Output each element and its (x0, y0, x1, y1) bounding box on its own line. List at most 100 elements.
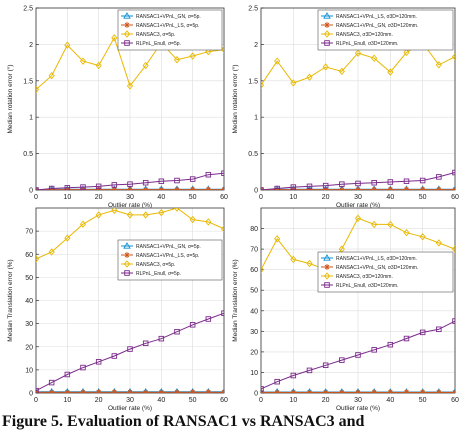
data-point (322, 182, 329, 189)
data-point (189, 389, 196, 393)
y-tick-label: 0 (29, 188, 33, 195)
y-tick-label: 60 (250, 267, 258, 274)
data-point (419, 388, 426, 393)
data-point (274, 235, 281, 243)
data-point (127, 389, 133, 393)
data-point (274, 57, 281, 65)
data-point (205, 316, 212, 322)
legend-label: RANSAC1+VPnL_LS, σ=5p. (136, 253, 199, 259)
data-point (436, 326, 442, 333)
data-point (290, 372, 297, 379)
data-point (127, 387, 133, 393)
legend-marker (123, 12, 131, 19)
data-point (80, 389, 86, 393)
x-tick-label: 20 (95, 194, 103, 201)
x-axis-label: Outlier rate (%) (336, 405, 380, 412)
data-point (205, 387, 212, 393)
data-point (205, 171, 212, 178)
legend-box (117, 9, 223, 51)
data-point (451, 245, 455, 253)
x-axis-label: Outlier rate (%) (108, 202, 152, 209)
x-tick-label: 30 (354, 194, 362, 201)
y-tick-label: 0 (254, 188, 258, 195)
data-point (79, 220, 87, 228)
data-point (436, 185, 442, 190)
data-point (419, 389, 426, 393)
series-group (36, 208, 224, 393)
data-point (189, 215, 196, 224)
legend-label: RLPnL_Enull, σ3D=120mm. (336, 283, 398, 289)
data-point (111, 353, 118, 359)
data-point (371, 186, 378, 190)
x-tick-label: 0 (259, 194, 263, 201)
data-point (95, 389, 102, 393)
data-point (221, 170, 224, 177)
series-group (261, 214, 455, 393)
legend-marker (324, 40, 330, 46)
data-point (174, 328, 180, 335)
data-point (419, 329, 426, 336)
x-tick-label: 30 (354, 397, 362, 404)
y-tick-label: 30 (25, 321, 33, 328)
y-tick-label: 20 (25, 344, 33, 351)
x-tick-label: 30 (126, 397, 134, 404)
data-point (274, 388, 281, 393)
data-point (387, 220, 394, 229)
data-point (64, 234, 71, 242)
data-point (111, 182, 118, 188)
series-line-4 (261, 172, 455, 190)
data-point (221, 310, 224, 316)
data-point (306, 388, 313, 393)
data-point (403, 178, 410, 185)
data-point (306, 259, 313, 268)
x-tick-label: 30 (126, 194, 134, 201)
data-point (36, 387, 39, 393)
legend-label: RANSAC1+VPnL_LS, σ=5p. (136, 23, 199, 29)
data-point (48, 72, 55, 80)
data-point (111, 186, 118, 190)
y-tick-label: 1 (29, 115, 33, 122)
data-point (142, 61, 149, 70)
data-point (221, 185, 224, 190)
y-tick-label: 2 (29, 42, 33, 49)
legend-label: RANSAC3, σ=5p. (136, 262, 175, 268)
data-point (80, 184, 86, 190)
data-point (387, 185, 394, 190)
x-tick-label: 40 (386, 194, 394, 201)
data-point (274, 378, 280, 385)
data-point (64, 389, 71, 393)
data-point (306, 367, 313, 374)
y-tick-label: 10 (25, 367, 33, 374)
x-tick-label: 60 (220, 397, 228, 404)
data-point (220, 225, 224, 233)
data-point (111, 34, 118, 42)
x-tick-label: 10 (63, 194, 71, 201)
y-tick-label: 40 (25, 298, 33, 305)
data-point (111, 185, 118, 190)
data-point (205, 186, 212, 190)
data-point (48, 387, 55, 393)
data-point (111, 389, 118, 393)
legend-label: RLPnL_Enull, σ=5p. (136, 271, 181, 277)
chart-panel-1: 0 10 20 30 40 50 60 0 0.5 1 1.5 2 2.5 Outlier rate (%… (6, 6, 228, 210)
data-point (371, 347, 377, 353)
data-point (452, 185, 455, 190)
data-point (371, 179, 377, 186)
data-point (387, 388, 394, 393)
data-point (158, 389, 165, 393)
data-point (142, 211, 149, 219)
x-tick-label: 0 (259, 397, 263, 404)
legend-marker (124, 270, 130, 276)
y-tick-label: 30 (250, 329, 258, 336)
data-point (274, 185, 280, 190)
data-point (274, 389, 281, 393)
data-point (158, 185, 165, 190)
legend: RANSAC1+VPnL_GN, σ=5p. RANSAC1+VPnL_LS, σ… (117, 239, 223, 281)
chart-panel-3: 0 10 20 30 40 50 60 0 10 20 30 40 50 60 70 Outlier rate… (7, 207, 228, 412)
series-line-3 (36, 208, 224, 260)
data-point (339, 357, 345, 363)
data-point (403, 335, 410, 342)
legend-box (317, 251, 454, 293)
data-point (354, 214, 362, 222)
data-point (435, 61, 442, 69)
